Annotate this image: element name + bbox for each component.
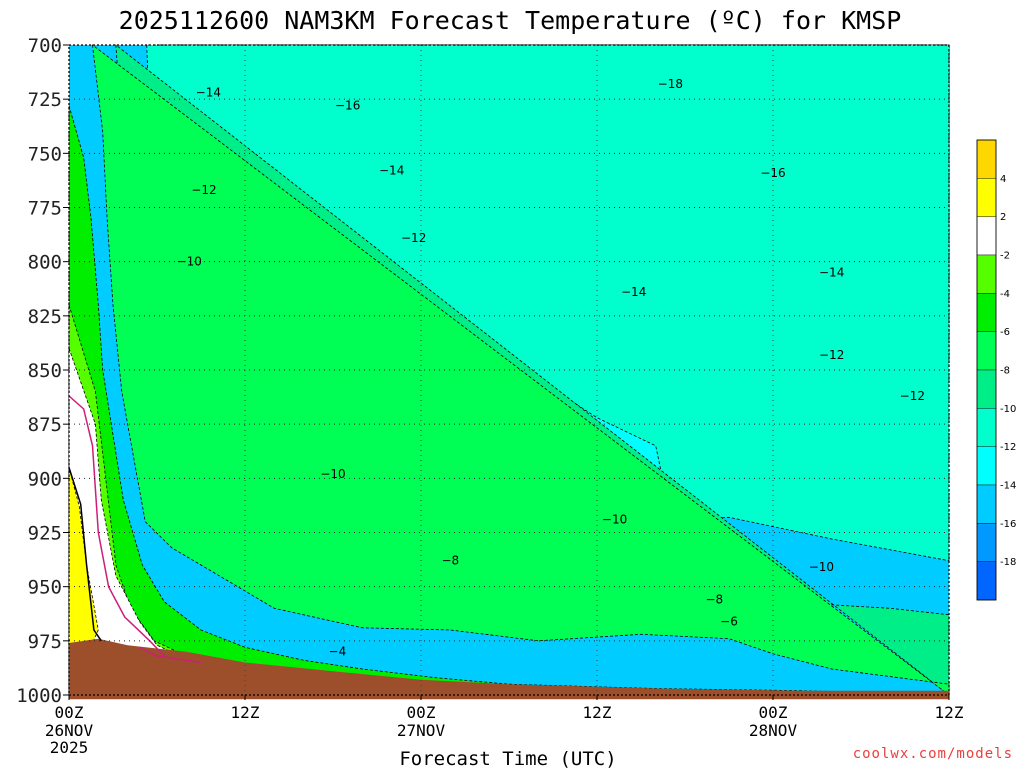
y-tick-label: 750 (28, 143, 62, 165)
colorbar-frame (976, 139, 997, 601)
x-tick-date: 26NOV (45, 721, 94, 740)
colorbar-swatch (976, 561, 997, 601)
contour-labels: −18 −16 −16 −14 −14 −14 −14 −12 −12 −12 −12 −10 −10 −… (177, 77, 925, 659)
colorbar-label: -2 (1000, 251, 1010, 262)
colorbar-label: -8 (1000, 366, 1010, 377)
y-tick-label: 975 (28, 631, 62, 653)
contour-label: −16 (760, 166, 785, 180)
x-tick-year: 2025 (50, 738, 89, 757)
y-axis-ticks: 700 725 750 775 800 825 850 875 900 925 950 975 1000 (16, 35, 69, 707)
contour-label: −10 (809, 560, 834, 574)
contour-label: −12 (401, 231, 426, 245)
temperature-fill-regions (68, 44, 950, 700)
colorbar-swatch (976, 446, 997, 486)
colorbar-swatch (976, 331, 997, 371)
contour-label: −16 (335, 99, 360, 113)
colorbar-swatch (976, 523, 997, 562)
x-tick-label: 00Z (759, 703, 788, 722)
colorbar-swatch (976, 216, 997, 256)
contour-label: −10 (177, 255, 202, 269)
contour-label: −14 (196, 86, 221, 100)
x-tick-date: 27NOV (397, 721, 446, 740)
colorbar-swatch (976, 369, 997, 409)
solid-contour-2 (139, 646, 202, 664)
solid-contour-1 (68, 467, 102, 642)
contour-label: −8 (441, 554, 459, 568)
colorbar-label: 4 (1000, 174, 1006, 185)
colorbar-label: -10 (1000, 404, 1016, 415)
y-tick-label: 725 (28, 89, 62, 111)
contour-label: −4 (329, 645, 347, 659)
colorbar-label: -14 (1000, 481, 1016, 492)
contour-label: −14 (621, 285, 646, 299)
x-tick-label: 00Z (407, 703, 436, 722)
chart-title: 2025112600 NAM3KM Forecast Temperature (… (119, 6, 902, 35)
contour-lines (68, 395, 202, 664)
y-tick-label: 850 (28, 360, 62, 382)
colorbar-label: -4 (1000, 289, 1010, 300)
colorbar-swatch (976, 139, 997, 179)
y-tick-label: 800 (28, 252, 62, 274)
plot-frame (68, 44, 950, 696)
contour-label: −10 (602, 513, 627, 527)
solid-contour-0 (68, 395, 165, 657)
contour-label: −18 (658, 77, 683, 91)
x-tick-label: 12Z (231, 703, 260, 722)
colorbar-label: -18 (1000, 557, 1016, 568)
colorbar-label: 2 (1000, 212, 1006, 223)
colorbar-label: -6 (1000, 327, 1010, 338)
colorbar-swatch (976, 484, 997, 524)
y-tick-label: 1000 (16, 685, 62, 707)
grid-lines (69, 45, 949, 695)
x-axis-label: Forecast Time (UTC) (399, 748, 616, 768)
contour-label: −12 (191, 183, 216, 197)
y-tick-label: 900 (28, 468, 62, 490)
colorbar: 4 2 -2 -4 -6 -8 -10 -12 -14 -16 -18 (976, 139, 1016, 601)
y-tick-label: 775 (28, 198, 62, 220)
x-tick-label: 12Z (583, 703, 612, 722)
x-tick-date: 28NOV (749, 721, 798, 740)
region-ground (69, 638, 949, 700)
y-tick-label: 825 (28, 306, 62, 328)
contour-label: −12 (819, 348, 844, 362)
contour-label: −6 (720, 614, 738, 628)
region-2 (68, 467, 99, 696)
contour-label: −14 (819, 266, 844, 280)
colorbar-swatch (976, 254, 997, 294)
y-tick-label: 875 (28, 414, 62, 436)
contour-label: −8 (705, 593, 723, 607)
contour-label: −12 (900, 389, 925, 403)
y-tick-label: 925 (28, 523, 62, 545)
y-tick-label: 950 (28, 577, 62, 599)
x-tick-label: 12Z (935, 703, 964, 722)
contour-label: −14 (379, 164, 404, 178)
colorbar-swatch (976, 178, 997, 217)
x-tick-label: 00Z (55, 703, 84, 722)
colorbar-label: -12 (1000, 442, 1016, 453)
colorbar-swatch (976, 408, 997, 447)
colorbar-label: -16 (1000, 519, 1016, 530)
contour-label: −10 (320, 467, 345, 481)
colorbar-swatch (976, 293, 997, 332)
credit-text: coolwx.com/models (853, 746, 1013, 762)
y-tick-label: 700 (28, 35, 62, 57)
